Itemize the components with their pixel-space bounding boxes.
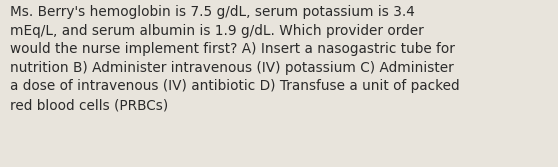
Text: Ms. Berry's hemoglobin is 7.5 g/dL, serum potassium is 3.4
mEq/L, and serum albu: Ms. Berry's hemoglobin is 7.5 g/dL, seru… xyxy=(10,5,460,112)
